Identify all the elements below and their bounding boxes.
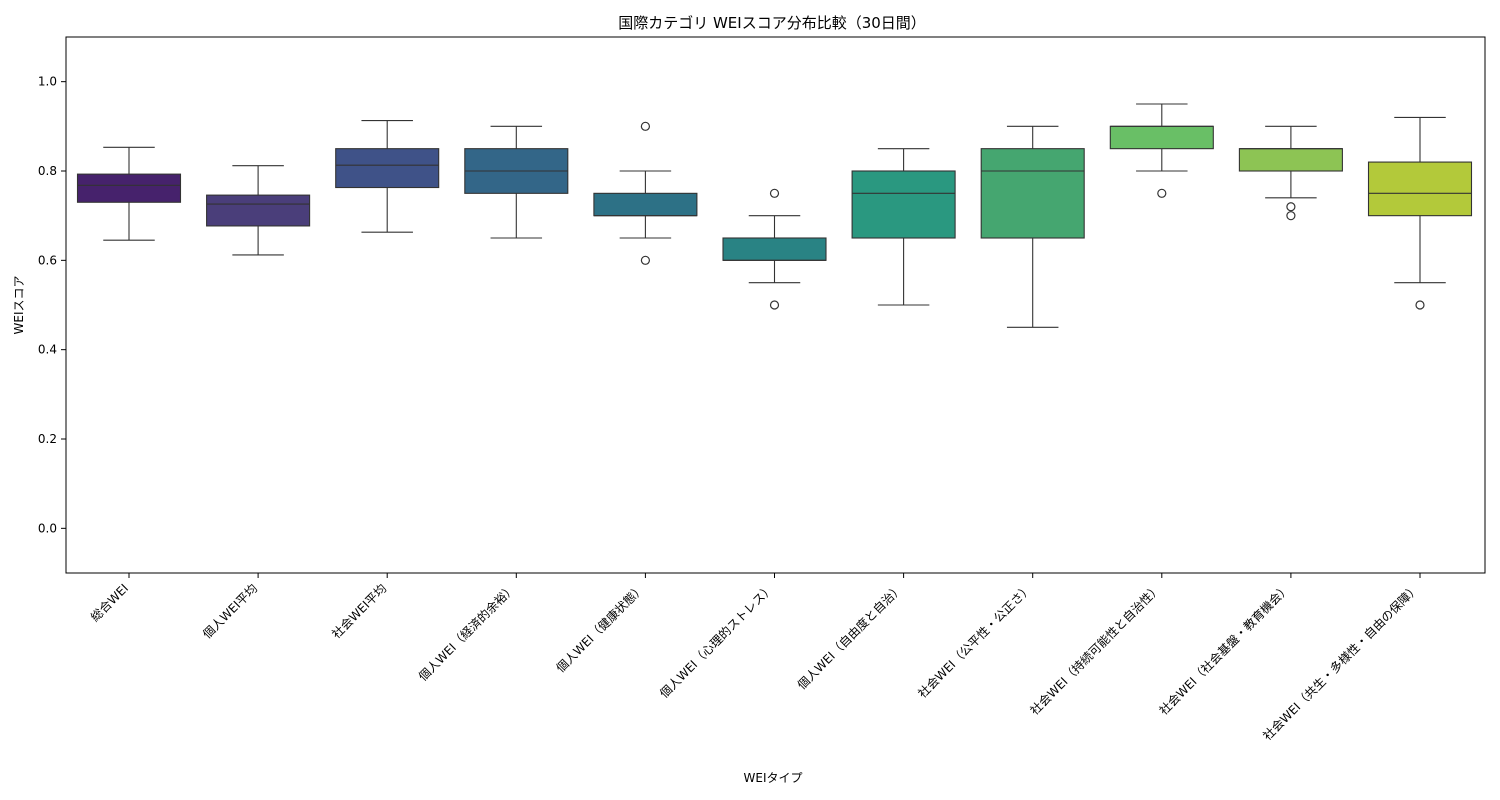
x-tick-label: 個人WEI平均 [200,581,260,641]
box-iqr [980,148,1085,239]
chart-title: 国際カテゴリ WEIスコア分布比較（30日間） [618,14,926,32]
x-tick-label: 個人WEI（心理的ストレス） [656,581,776,701]
outlier-point [1157,188,1167,198]
x-tick-label: 社会WEI平均 [329,581,390,642]
x-tick-label: 社会WEI（社会基盤・教育機会） [1156,581,1293,718]
box-iqr [722,237,827,261]
y-tick-label: 0.6 [38,253,57,267]
x-tick-label: 総合WEI [87,581,131,625]
box-iqr [1109,125,1214,150]
box-iqr [1367,161,1473,217]
outlier-point [1286,211,1296,221]
box-iqr [851,170,956,239]
y-tick-label: 0.8 [38,164,57,178]
x-tick-label: 個人WEI（経済的余裕） [415,581,518,684]
y-tick-label: 0.2 [38,432,57,446]
outlier-point [1415,300,1425,310]
box-iqr [206,194,311,227]
box-iqr [1238,148,1343,172]
outlier-point [769,300,780,310]
y-tick-label: 0.4 [38,343,57,357]
x-tick-label: 社会WEI（公平性・公正さ） [915,581,1035,701]
box-iqr [593,192,698,217]
box-iqr [335,148,440,189]
y-tick-label: 0.0 [38,521,57,535]
plot-frame [65,36,1486,574]
outlier-point [640,121,651,131]
outlier-point [769,188,780,198]
x-tick-label: 個人WEI（健康状態） [553,581,648,676]
outlier-point [640,255,651,265]
x-tick-label: 個人WEI（自由度と自治） [794,581,906,693]
x-tick-label: 社会WEI（持続可能性と自治性） [1027,581,1164,718]
x-axis-label: WEIタイプ [744,771,803,785]
outlier-point [1286,202,1296,212]
x-tick-label: 社会WEI（共生・多様性・自由の保障） [1259,581,1422,744]
y-tick-label: 1.0 [38,75,57,89]
y-axis-label: WEIスコア [12,276,26,335]
box-iqr [76,173,182,203]
